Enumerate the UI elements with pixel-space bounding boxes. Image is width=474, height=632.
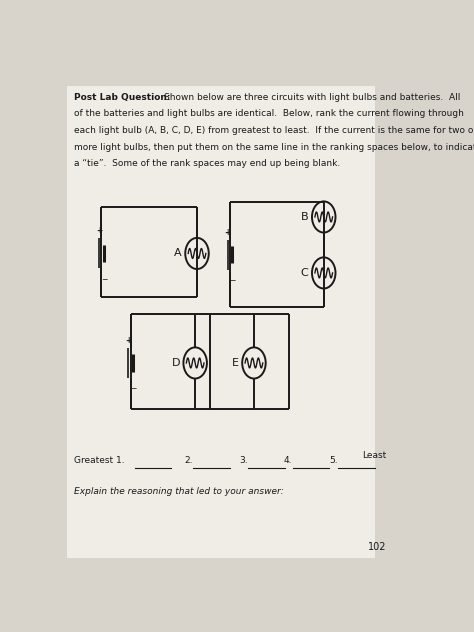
Text: 4.: 4. [283,456,292,465]
Text: A: A [174,248,182,258]
Text: 5.: 5. [329,456,338,465]
Text: more light bulbs, then put them on the same line in the ranking spaces below, to: more light bulbs, then put them on the s… [74,142,474,152]
Text: Explain the reasoning that led to your answer:: Explain the reasoning that led to your a… [74,487,284,496]
Text: +: + [225,228,231,237]
Text: E: E [232,358,239,368]
Text: Greatest 1.: Greatest 1. [74,456,125,465]
Text: Least: Least [362,451,386,460]
Text: B: B [301,212,309,222]
Text: −: − [229,276,236,285]
FancyBboxPatch shape [66,85,375,557]
Text: +: + [125,336,132,345]
Text: a “tie”.  Some of the rank spaces may end up being blank.: a “tie”. Some of the rank spaces may end… [74,159,340,168]
Text: D: D [172,358,180,368]
Text: 2.: 2. [184,456,192,465]
Text: 102: 102 [368,542,386,552]
Text: of the batteries and light bulbs are identical.  Below, rank the current flowing: of the batteries and light bulbs are ide… [74,109,464,118]
Text: Post Lab Question:: Post Lab Question: [74,93,171,102]
Text: Shown below are three circuits with light bulbs and batteries.  All: Shown below are three circuits with ligh… [164,93,460,102]
Text: 3.: 3. [239,456,248,465]
Text: C: C [301,268,309,278]
Text: each light bulb (A, B, C, D, E) from greatest to least.  If the current is the s: each light bulb (A, B, C, D, E) from gre… [74,126,474,135]
Text: +: + [96,226,102,235]
Text: −: − [130,384,137,393]
Text: −: − [101,275,107,284]
